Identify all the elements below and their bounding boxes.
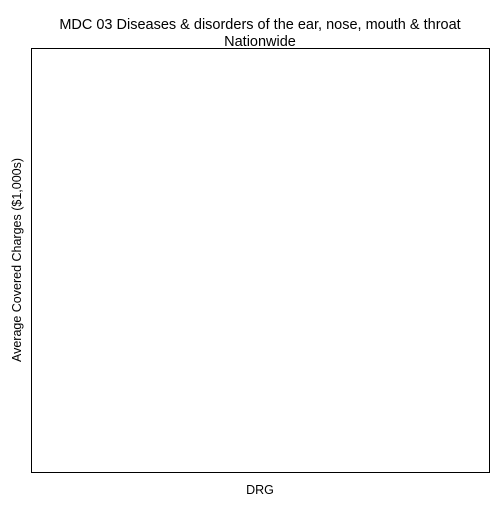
chart-subtitle: Nationwide (224, 34, 296, 50)
plot-frame (31, 48, 490, 473)
x-axis-label: DRG (246, 483, 274, 497)
chart-title: MDC 03 Diseases & disorders of the ear, … (59, 17, 460, 33)
y-axis-label: Average Covered Charges ($1,000s) (10, 158, 24, 362)
